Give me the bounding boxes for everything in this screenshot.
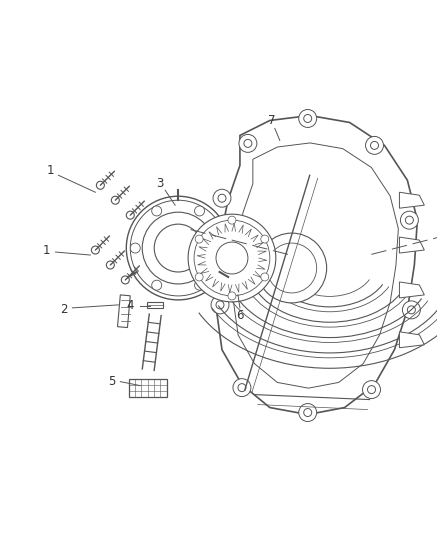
Circle shape (403, 301, 420, 319)
Circle shape (195, 273, 203, 281)
Circle shape (299, 403, 317, 422)
Circle shape (407, 306, 415, 314)
Circle shape (299, 109, 317, 127)
Bar (129, 378, 167, 397)
Circle shape (194, 280, 205, 290)
Circle shape (267, 243, 317, 293)
Circle shape (367, 385, 375, 393)
Circle shape (96, 181, 104, 189)
Circle shape (188, 214, 276, 302)
Circle shape (126, 211, 134, 219)
Circle shape (406, 216, 413, 224)
Circle shape (213, 189, 231, 207)
Text: 2: 2 (60, 303, 67, 317)
Circle shape (233, 378, 251, 397)
Circle shape (228, 292, 236, 300)
Text: 3: 3 (156, 177, 164, 190)
Circle shape (211, 296, 229, 314)
Circle shape (304, 115, 312, 123)
Circle shape (92, 246, 99, 254)
Circle shape (218, 194, 226, 202)
Circle shape (239, 134, 257, 152)
Text: 6: 6 (236, 309, 244, 322)
Text: 1: 1 (43, 244, 50, 256)
Circle shape (244, 140, 252, 148)
Circle shape (216, 243, 226, 253)
Circle shape (126, 196, 230, 300)
Bar (147, 302, 163, 308)
Circle shape (121, 276, 129, 284)
Circle shape (366, 136, 384, 155)
Circle shape (195, 235, 203, 243)
Circle shape (194, 206, 205, 216)
Polygon shape (399, 332, 424, 348)
Circle shape (261, 235, 269, 243)
Circle shape (261, 273, 269, 281)
Text: 4: 4 (127, 300, 134, 312)
Text: 7: 7 (268, 114, 276, 127)
Circle shape (216, 242, 248, 274)
Circle shape (152, 206, 162, 216)
Polygon shape (399, 282, 424, 298)
Circle shape (238, 384, 246, 392)
Bar (117, 295, 130, 328)
Text: 1: 1 (47, 164, 54, 177)
Circle shape (257, 233, 327, 303)
Circle shape (111, 196, 119, 204)
Circle shape (106, 261, 114, 269)
Circle shape (371, 141, 378, 149)
Circle shape (400, 211, 418, 229)
Circle shape (154, 224, 202, 272)
Circle shape (152, 280, 162, 290)
Circle shape (228, 216, 236, 224)
Circle shape (216, 301, 224, 309)
Text: 5: 5 (108, 375, 115, 388)
Circle shape (363, 381, 381, 399)
Polygon shape (399, 237, 424, 253)
Circle shape (304, 409, 312, 416)
Circle shape (130, 243, 140, 253)
Polygon shape (399, 192, 424, 208)
